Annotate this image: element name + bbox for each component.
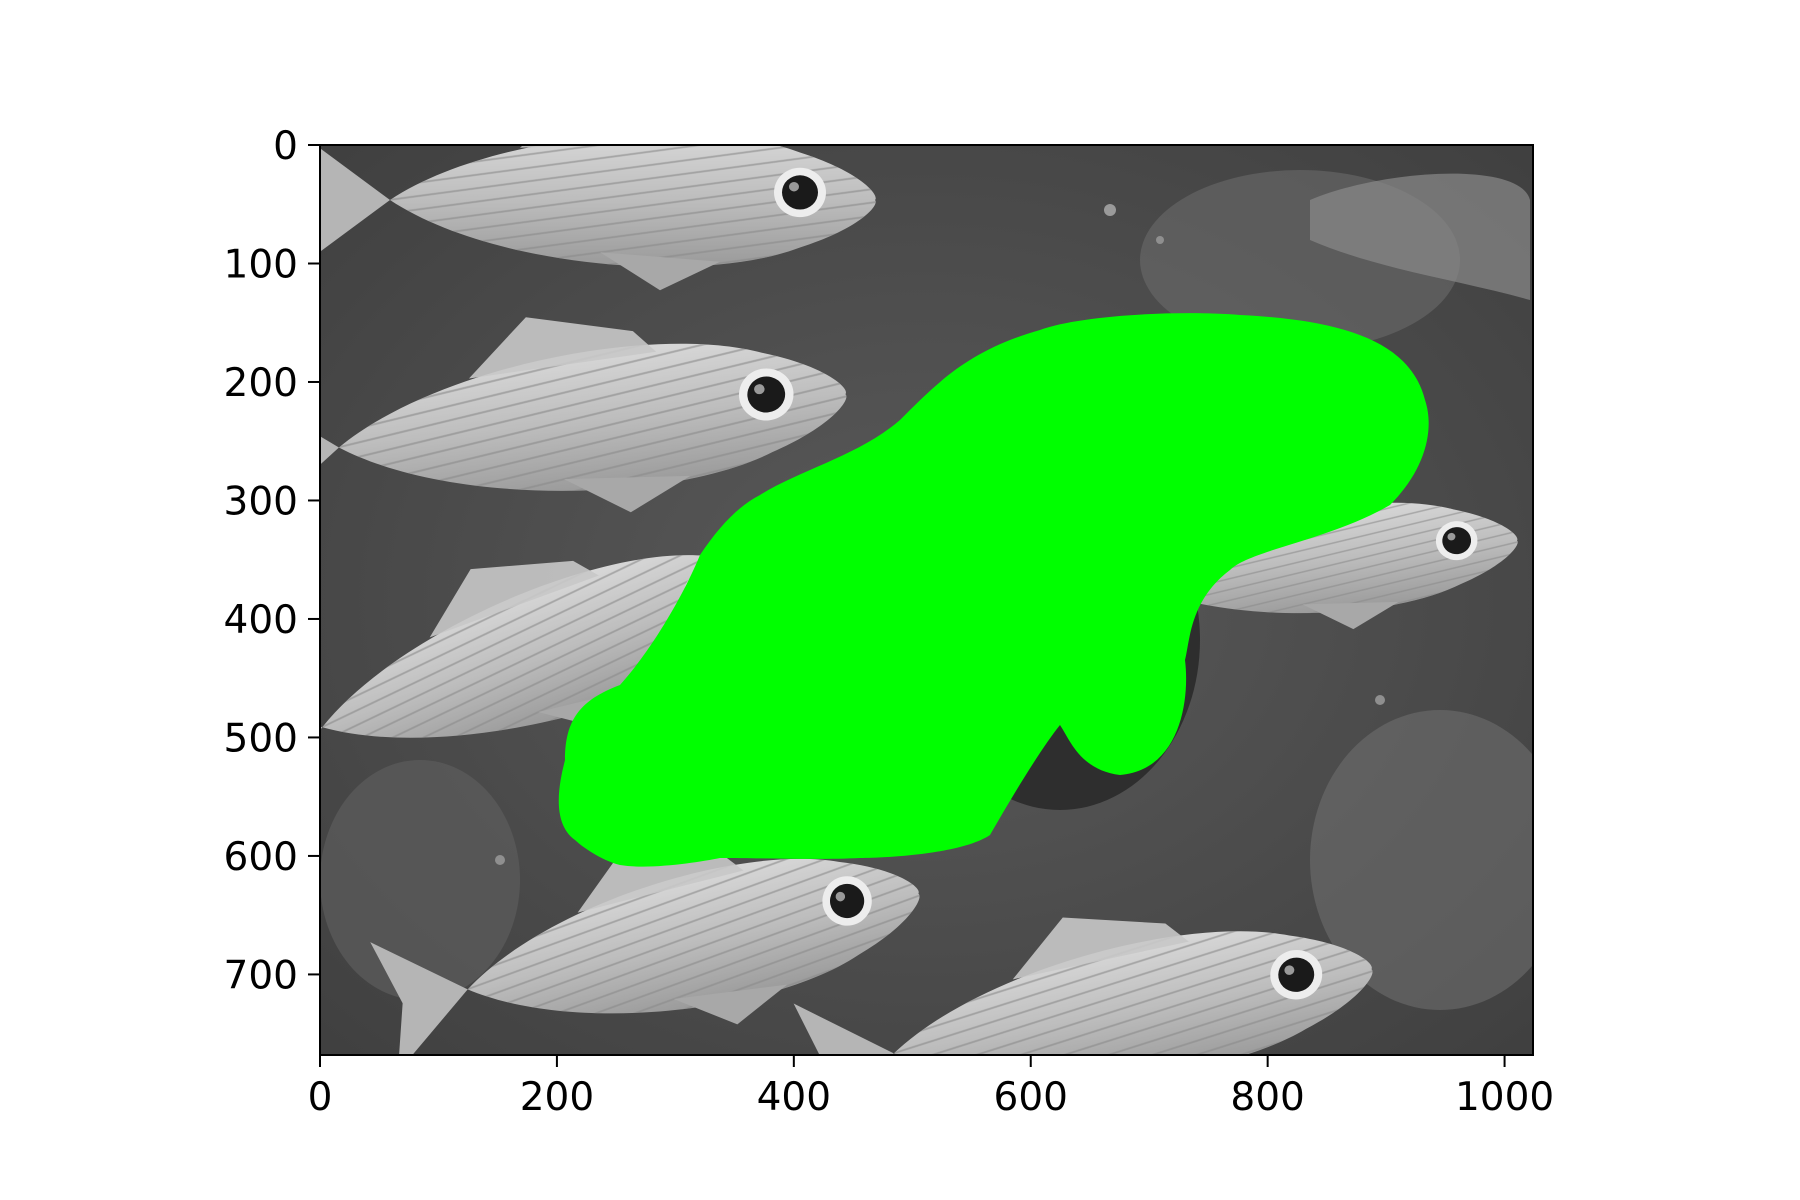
y-tick-label: 100 (224, 242, 298, 287)
y-tick-label: 300 (224, 479, 298, 524)
y-tick-label: 0 (273, 124, 298, 169)
x-tick-label: 600 (994, 1075, 1068, 1120)
x-tick-label: 400 (757, 1075, 831, 1120)
x-tick-label: 200 (520, 1075, 594, 1120)
y-tick-label: 500 (224, 716, 298, 761)
y-tick-label: 700 (224, 953, 298, 998)
y-tick-label: 200 (224, 361, 298, 406)
x-tick-label: 800 (1230, 1075, 1304, 1120)
segmentation-mask (558, 313, 1429, 867)
x-tick-label: 1000 (1455, 1075, 1554, 1120)
x-axis: 0 200 400 600 800 1000 (308, 1055, 1554, 1120)
x-tick-label: 0 (308, 1075, 333, 1120)
y-tick-label: 600 (224, 835, 298, 880)
axes-frame (319, 144, 1534, 1056)
y-tick-label: 400 (224, 598, 298, 643)
y-axis: 0 100 200 300 400 500 600 700 (224, 124, 320, 998)
